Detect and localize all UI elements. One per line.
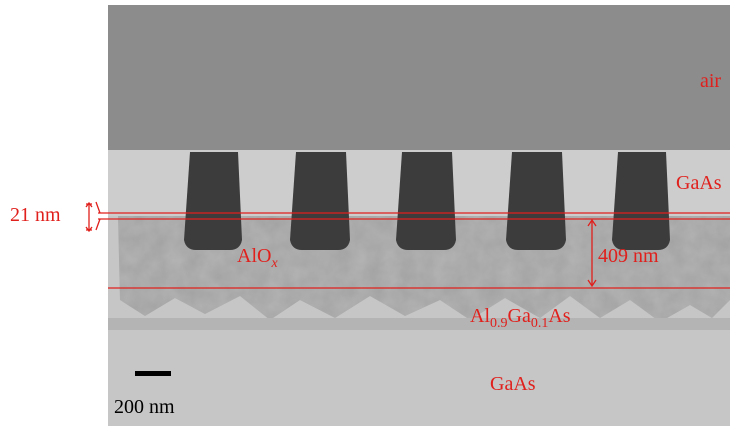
sem-figure: air GaAs 21 nm AlOx 409 nm Al0.9Ga0.1As … xyxy=(0,0,730,426)
label-part: Al xyxy=(470,305,490,327)
label-part: Ga xyxy=(508,305,531,327)
trench xyxy=(290,152,350,250)
label-sub: 0.1 xyxy=(531,316,549,331)
sem-image xyxy=(108,5,730,426)
scale-bar-label: 200 nm xyxy=(114,396,175,418)
label-sub: 0.9 xyxy=(490,316,508,331)
thin-bracket xyxy=(86,202,100,231)
trench xyxy=(506,152,566,250)
label-sub: x xyxy=(270,256,278,271)
label-part: AlO xyxy=(237,245,271,267)
label-gaas-top: GaAs xyxy=(676,172,722,194)
label-gaas-bottom: GaAs xyxy=(490,373,536,395)
algaas-layer xyxy=(108,318,730,330)
label-thick: 409 nm xyxy=(598,245,659,267)
trench xyxy=(184,152,242,250)
trench xyxy=(396,152,456,250)
label-part: As xyxy=(548,305,570,327)
trench xyxy=(612,152,670,250)
label-thin: 21 nm xyxy=(10,204,61,226)
scale-bar xyxy=(135,371,171,376)
label-air: air xyxy=(700,70,721,92)
